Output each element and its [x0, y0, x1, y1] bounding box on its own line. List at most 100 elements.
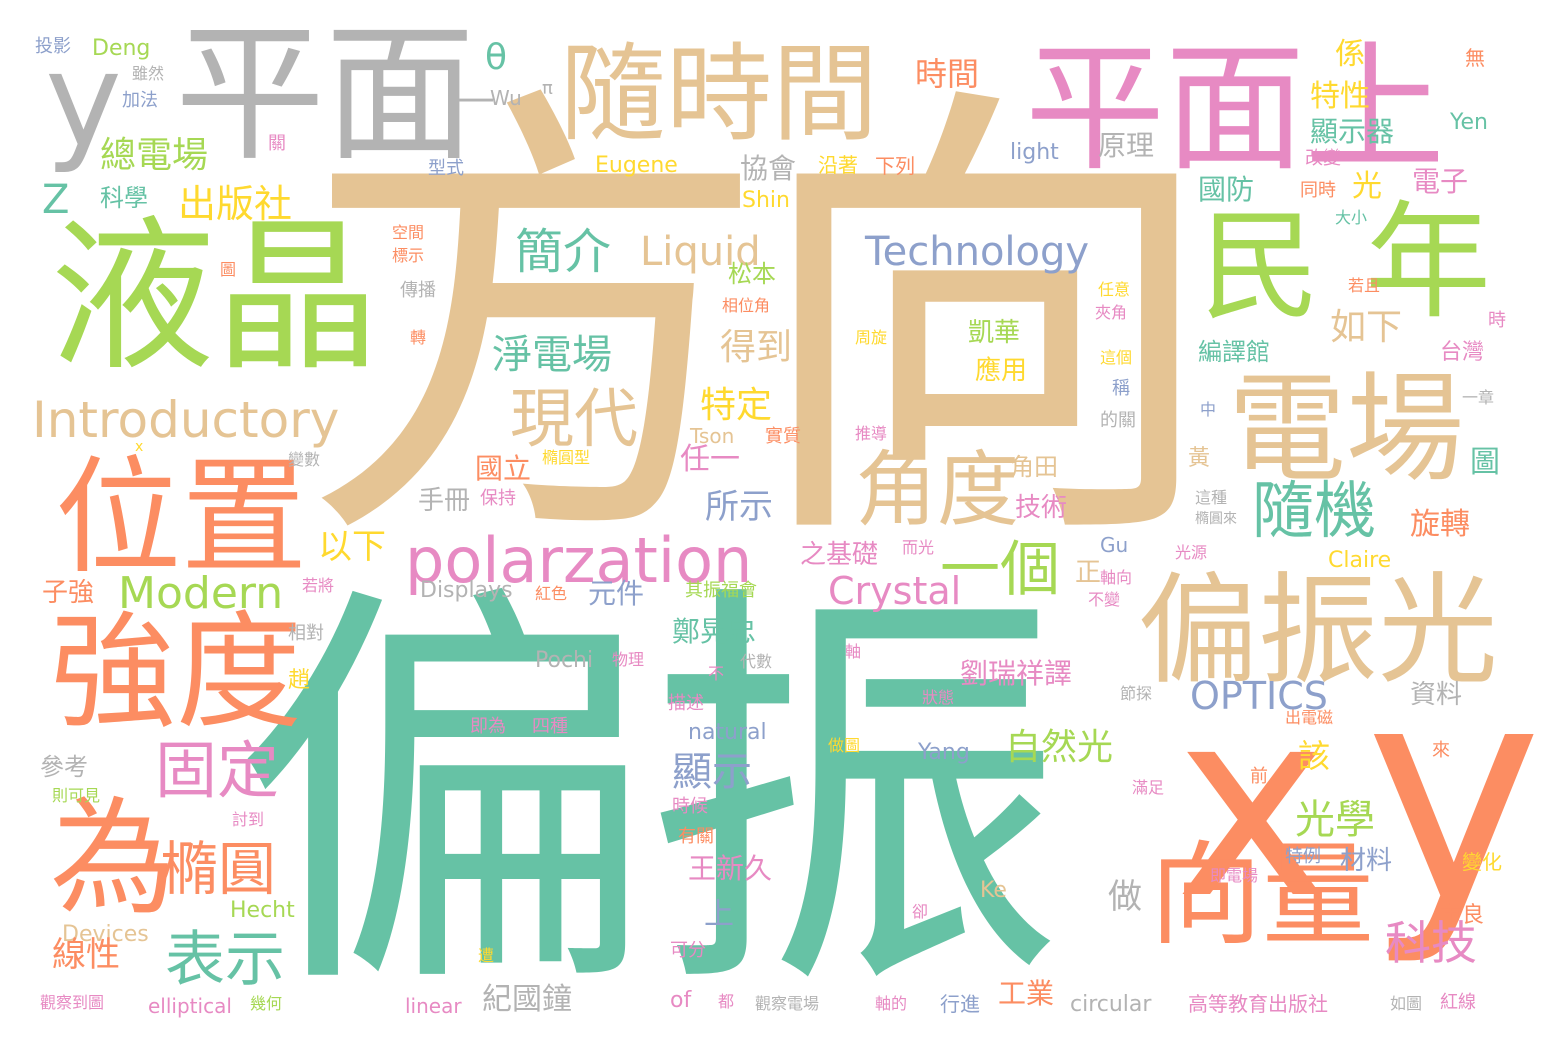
word: 國立 [475, 452, 532, 485]
word: 一章 [1462, 388, 1495, 407]
word: 資料 [1410, 680, 1463, 710]
word: Displays [420, 578, 513, 603]
word: 所示 [705, 487, 773, 527]
word: 偏振 [235, 553, 1065, 1042]
word: 科學 [100, 184, 148, 212]
word: elliptical [148, 994, 232, 1018]
word: 台灣 [1440, 340, 1485, 365]
word: 可分 [670, 940, 706, 961]
word: 紅色 [535, 584, 568, 603]
word: 紀國鐘 [482, 982, 572, 1017]
word: 圖 [1470, 445, 1500, 480]
word: 卻 [912, 902, 929, 921]
word: 科技 [1385, 916, 1477, 970]
word: 滿足 [1132, 778, 1165, 797]
word: Tson [690, 424, 735, 448]
word: Deng [92, 36, 151, 61]
word: 角度 [855, 443, 1020, 538]
word: 隨機 [1252, 474, 1377, 547]
word: 民 [1200, 198, 1320, 337]
word: 淨電場 [492, 332, 612, 378]
word: 若且 [1348, 276, 1381, 295]
word: 周旋 [855, 328, 888, 347]
word: 變數 [288, 450, 321, 469]
word: 係 [1335, 37, 1365, 72]
word: 表示 [165, 925, 285, 995]
word: Technology [865, 229, 1090, 275]
word: of [670, 988, 692, 1013]
word: 凱華 [968, 318, 1021, 348]
word: 投影 [35, 36, 71, 57]
word: 時候 [672, 796, 708, 817]
word: 觀察到圖 [40, 993, 105, 1012]
word: 中 [1200, 400, 1217, 419]
word: y [45, 24, 122, 176]
word: 不變 [1088, 590, 1121, 609]
word: 線性 [52, 935, 120, 975]
word: 稱 [1112, 378, 1130, 399]
word: 傳播 [400, 280, 436, 301]
word: 元件 [588, 577, 645, 610]
word: 相對 [288, 623, 324, 644]
word: 空間 [392, 223, 425, 242]
word: 光 [1352, 169, 1382, 204]
word: 向量 [1150, 831, 1374, 961]
word: 之基礎 [800, 540, 879, 570]
word: 狀態 [922, 688, 955, 707]
word: 自然光 [1005, 727, 1114, 768]
word: 做 [1108, 877, 1142, 917]
word: Ke [980, 878, 1007, 903]
word: 年 [1365, 189, 1491, 336]
word: 軸 [845, 642, 862, 661]
word: 出版社 [178, 182, 293, 226]
word: 偏振光 [1138, 562, 1498, 701]
word: 光源 [1175, 543, 1208, 562]
word: 而光 [902, 538, 935, 557]
word: 其振福會 [685, 580, 757, 601]
word: 工業 [998, 977, 1055, 1010]
word: — [455, 75, 495, 121]
word: π [542, 78, 553, 99]
word: 加法 [122, 90, 158, 111]
word: 平面 [175, 8, 476, 182]
word: 這個 [1100, 348, 1133, 367]
word: 正 [1075, 558, 1102, 588]
word: 任一 [680, 442, 740, 477]
word: Liquid [640, 229, 761, 275]
word: 液晶 [50, 201, 380, 393]
word: 標示 [392, 246, 425, 265]
word: 改變 [1305, 148, 1341, 169]
word: 幾何 [250, 994, 283, 1013]
word: 橢圓來 [1195, 511, 1237, 527]
word: 劉瑞祥譯 [960, 657, 1073, 690]
word: 電子 [1412, 165, 1469, 198]
word: 夾角 [1095, 303, 1128, 322]
word: 的關 [1100, 410, 1136, 431]
word: 高等教育出版社 [1188, 992, 1328, 1016]
word: 即為 [470, 716, 506, 737]
word: 現代 [510, 383, 638, 457]
word: 推導 [855, 424, 888, 443]
word: 軸的 [875, 994, 908, 1013]
word: 來 [1432, 740, 1450, 761]
word: 雖然 [132, 64, 165, 83]
word: 簡介 [515, 224, 612, 280]
word: y [1365, 620, 1543, 969]
word: 得到 [720, 327, 793, 368]
word: OPTICS [1190, 674, 1328, 718]
word: Z [42, 177, 70, 223]
word: 有關 [678, 826, 714, 847]
word: 不 [708, 664, 725, 683]
word: 手冊 [418, 486, 471, 516]
word: 保持 [480, 488, 516, 509]
word: 代數 [740, 652, 773, 671]
word: 子強 [42, 578, 95, 608]
word: 觀察電場 [755, 994, 820, 1013]
word: 關 [268, 133, 286, 154]
word: linear [405, 994, 462, 1018]
word: polarzation [405, 524, 753, 597]
word: Claire [1328, 548, 1392, 573]
word: 材料 [1340, 846, 1393, 876]
word: 如下 [1330, 307, 1403, 348]
word: 節探 [1120, 684, 1153, 703]
